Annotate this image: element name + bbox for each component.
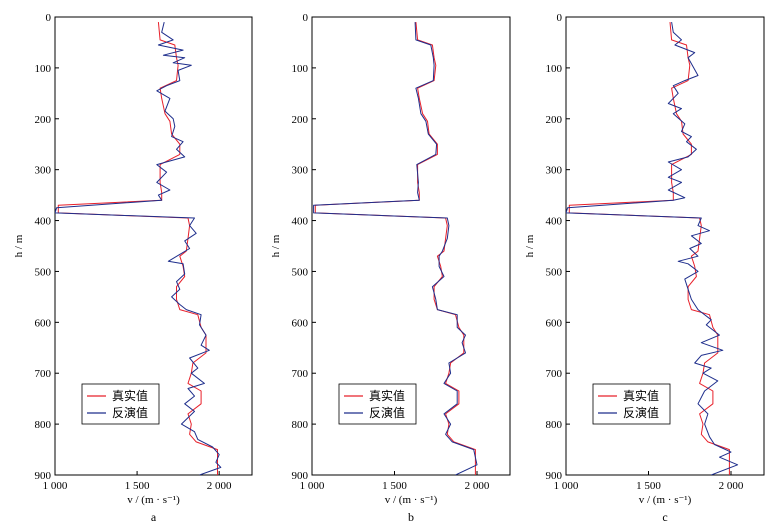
y-tick-label: 400 [292,216,309,228]
panel-letter: c [662,510,667,524]
y-tick-label: 0 [46,12,52,24]
panel-letter: b [408,510,414,524]
x-axis-title: v / (m · s⁻¹) [127,494,180,506]
x-tick-label: 2 000 [207,480,232,492]
legend-label: 真实值 [369,388,405,403]
x-tick-label: 1 500 [125,480,150,492]
y-tick-label: 400 [546,216,563,228]
y-axis-title: h / m [270,234,282,257]
y-tick-label: 500 [292,266,309,278]
y-tick-label: 500 [35,266,52,278]
y-tick-label: 900 [292,470,309,482]
y-tick-label: 200 [292,114,309,126]
x-tick-label: 2 000 [719,480,744,492]
y-tick-label: 600 [546,317,563,329]
y-tick-label: 0 [303,12,309,24]
legend-label: 反演值 [369,405,405,420]
plot-frame [565,16,765,476]
panel-letter: a [151,510,157,524]
y-tick-label: 500 [546,266,563,278]
x-tick-label: 2 000 [465,480,490,492]
series-line-inverted-value [313,22,478,475]
y-tick-label: 300 [546,165,563,177]
y-tick-label: 200 [546,114,563,126]
y-tick-label: 300 [35,165,52,177]
y-tick-label: 600 [35,317,52,329]
y-tick-label: 800 [35,419,52,431]
y-tick-label: 100 [35,63,52,75]
x-tick-label: 1 000 [300,480,325,492]
series-line-true-value [57,22,218,475]
series-line-inverted-value [55,21,222,475]
x-tick-label: 1 000 [43,480,68,492]
legend-box [338,383,417,425]
y-axis-title: h / m [13,234,25,257]
legend-label: 反演值 [112,405,148,420]
series-line-inverted-value [566,22,739,475]
x-tick-label: 1 000 [554,480,579,492]
y-tick-label: 600 [292,317,309,329]
y-tick-label: 900 [546,470,563,482]
y-axis-title: h / m [524,234,536,257]
legend-label: 反演值 [623,405,659,420]
legend-box [592,383,671,425]
y-tick-label: 800 [292,419,309,431]
legend-label: 真实值 [623,388,659,403]
y-tick-label: 700 [546,368,563,380]
x-axis-title: v / (m · s⁻¹) [639,494,692,506]
plot-frame [54,16,253,476]
legend-box [81,383,160,425]
y-tick-label: 100 [546,63,563,75]
y-tick-label: 800 [546,419,563,431]
y-tick-label: 0 [557,12,563,24]
y-tick-label: 200 [35,114,52,126]
y-tick-label: 300 [292,165,309,177]
y-tick-label: 900 [35,470,52,482]
x-axis-title: v / (m · s⁻¹) [385,494,438,506]
plot-frame [311,16,511,476]
legend-label: 真实值 [112,388,148,403]
x-tick-label: 1 500 [382,480,407,492]
y-tick-label: 400 [35,216,52,228]
y-tick-label: 700 [35,368,52,380]
y-tick-label: 100 [292,63,309,75]
x-tick-label: 1 500 [636,480,661,492]
y-tick-label: 700 [292,368,309,380]
